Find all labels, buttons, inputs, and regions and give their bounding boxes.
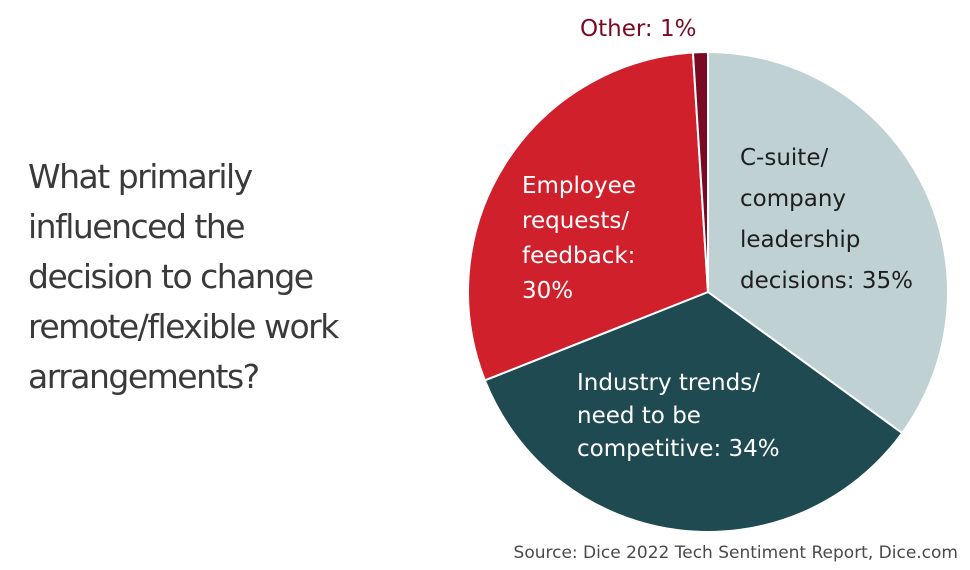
slice-label-line: Employee (522, 173, 636, 199)
chart-title: What primarily influenced the decision t… (28, 157, 339, 396)
slice-label-line: feedback: (522, 243, 635, 269)
slice-label-csuite: C-suite/company leadership decisions: 35% (740, 145, 913, 294)
pie-slice-other (691, 50, 709, 293)
slice-label-line: need to be (577, 403, 701, 429)
slice-label-line: decisions: 35% (740, 268, 913, 294)
slice-label-employee: Employee requests/feedback: 30% (522, 173, 636, 304)
source-note: Source: Dice 2022 Tech Sentiment Report,… (513, 543, 958, 563)
slice-label-line: leadership (740, 227, 860, 253)
slice-label-line: competitive: 34% (577, 436, 780, 462)
slice-label-line: C-suite/ (740, 145, 828, 171)
slice-label-line: Other: 1% (580, 16, 696, 42)
slice-label-line: requests/ (522, 208, 629, 234)
slice-label-line: company (740, 186, 846, 212)
slice-label-line: Industry trends/ (577, 370, 760, 396)
slice-label-line: 30% (522, 278, 573, 304)
pie-slice-csuite (707, 50, 949, 435)
slice-label-industry: Industry trends/need to be competitive: 3… (577, 370, 780, 462)
pie-slice-employee (467, 51, 710, 382)
pie-slice-industry (483, 290, 904, 533)
slice-label-other: Other: 1% (580, 16, 696, 42)
